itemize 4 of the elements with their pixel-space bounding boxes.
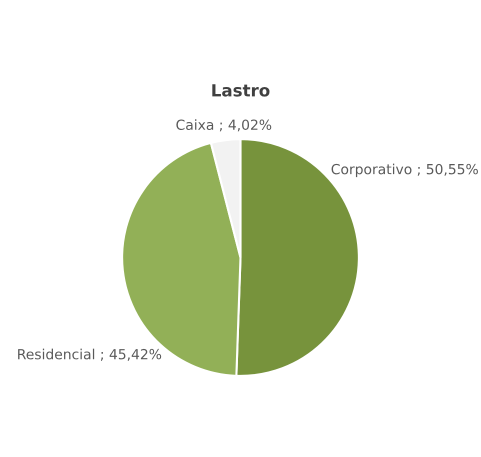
slice-label: Residencial ; 45,42%: [18, 348, 162, 361]
chart-title: Lastro: [212, 84, 270, 97]
slice-label: Caixa ; 4,02%: [176, 119, 272, 132]
slice-label: Corporativo ; 50,55%: [332, 164, 478, 178]
